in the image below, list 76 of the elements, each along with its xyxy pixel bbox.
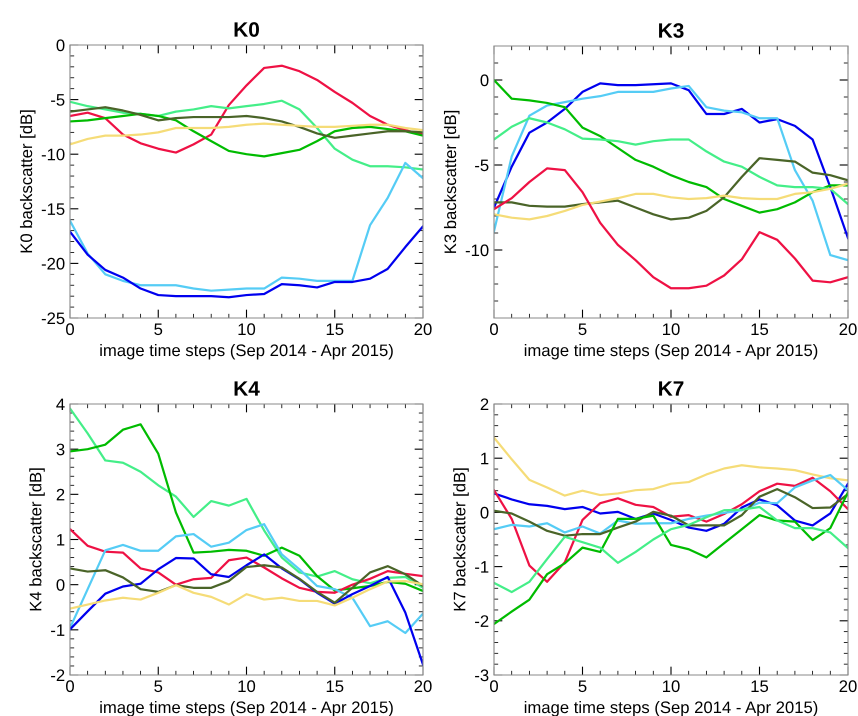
chart-title: K0 (234, 22, 259, 37)
line-series (70, 122, 423, 146)
x-tick-label: 15 (752, 323, 768, 336)
x-axis-title: image time steps (Sep 2014 - Apr 2015) (100, 700, 393, 716)
y-tick-label: 3 (56, 444, 64, 456)
x-tick-label: 15 (326, 680, 344, 692)
y-tick-label: 0 (56, 39, 64, 52)
y-tick-label: -3 (475, 669, 488, 682)
y-tick-label: -1 (475, 561, 488, 573)
x-tick-label: 10 (238, 323, 256, 336)
x-tick-label: 10 (663, 680, 680, 692)
y-tick-label: -25 (42, 312, 64, 324)
x-tick-label: 20 (840, 323, 857, 336)
chart-title: K7 (659, 381, 684, 396)
line-series (70, 564, 423, 604)
y-tick-label: 1 (57, 534, 64, 546)
chart-title: K4 (234, 381, 260, 396)
y-axis-title: K0 backscatter [dB] (20, 110, 36, 252)
chart-title: K3 (659, 23, 684, 38)
line-series (494, 476, 848, 583)
line-series (494, 157, 848, 221)
line-series (494, 78, 848, 214)
line-series (494, 474, 848, 535)
x-axis-title: image time steps (Sep 2014 - Apr 2015) (100, 344, 393, 360)
y-tick-label: 4 (56, 398, 65, 410)
x-tick-label: 5 (578, 323, 586, 336)
y-axis-title: K3 backscatter [dB] (444, 110, 460, 253)
y-tick-label: -5 (51, 94, 64, 106)
y-tick-label: 1 (481, 452, 488, 464)
line-series (70, 528, 423, 594)
line-series (494, 182, 848, 221)
y-tick-label: 0 (480, 74, 488, 86)
y-tick-label: -10 (42, 148, 64, 160)
line-series (70, 64, 423, 154)
line-series (70, 580, 423, 610)
y-tick-label: 0 (56, 579, 64, 591)
x-tick-label: 10 (238, 680, 256, 692)
line-series (70, 100, 423, 171)
line-series (494, 491, 848, 626)
y-tick-label: -5 (475, 160, 488, 172)
line-series (70, 112, 423, 158)
y-axis-title: K4 backscatter [dB] (29, 468, 45, 610)
x-tick-label: 10 (663, 323, 680, 336)
x-tick-label: 0 (66, 323, 74, 336)
line-series (70, 523, 423, 634)
x-tick-label: 5 (154, 680, 162, 692)
x-tick-label: 0 (490, 323, 498, 336)
y-tick-label: -20 (42, 258, 64, 270)
x-tick-label: 0 (66, 680, 74, 692)
line-series (494, 117, 848, 206)
y-tick-label: 2 (480, 398, 488, 410)
x-tick-label: 20 (414, 323, 432, 336)
y-tick-label: -15 (42, 203, 64, 216)
x-tick-label: 5 (154, 323, 162, 336)
x-axis-title: image time steps (Sep 2014 - Apr 2015) (524, 700, 818, 716)
line-series (494, 506, 848, 594)
y-axis-title: K7 backscatter [dB] (453, 468, 469, 610)
line-series (70, 553, 423, 666)
y-tick-label: 0 (480, 506, 488, 519)
x-tick-label: 5 (578, 680, 586, 692)
y-tick-label: -1 (51, 624, 64, 636)
x-tick-label: 20 (840, 680, 857, 692)
y-tick-label: -2 (51, 669, 64, 682)
y-tick-label: -10 (466, 244, 488, 256)
x-tick-label: 15 (752, 680, 768, 692)
x-axis-title: image time steps (Sep 2014 - Apr 2015) (524, 344, 818, 360)
y-tick-label: 2 (56, 488, 64, 500)
y-tick-label: -2 (475, 615, 488, 627)
x-tick-label: 15 (326, 323, 344, 336)
line-series (70, 225, 423, 298)
line-series (494, 436, 848, 497)
x-tick-label: 20 (414, 680, 432, 692)
line-series (494, 167, 848, 290)
x-tick-label: 0 (490, 680, 498, 692)
line-series (70, 106, 423, 139)
line-series (70, 162, 423, 292)
